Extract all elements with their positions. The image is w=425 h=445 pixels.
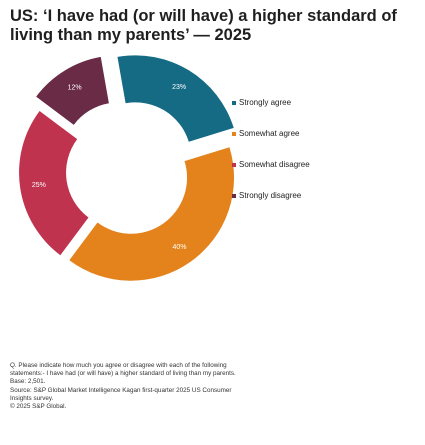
- legend-swatch: [232, 193, 236, 198]
- legend-item-somewhat-agree: Somewhat agree: [232, 129, 299, 138]
- legend-item-strongly-disagree: Strongly disagree: [232, 191, 301, 200]
- chart-footnotes: Q. Please indicate how much you agree or…: [10, 362, 415, 411]
- legend-swatch: [232, 162, 236, 167]
- donut-slice-strongly-agree: [117, 55, 234, 142]
- slice-label: 23%: [172, 84, 186, 91]
- donut-chart: 23% 40% 25% 12%: [19, 55, 235, 281]
- legend-label: Somewhat disagree: [239, 160, 310, 169]
- donut-slice-strongly-disagree: [36, 56, 109, 125]
- footnote-source-2: Insights survey.: [10, 394, 54, 402]
- footnote-question: Q. Please indicate how much you agree or…: [10, 362, 227, 369]
- footnote-source-1: Source: S&P Global Market Intelligence K…: [10, 386, 232, 394]
- footnote-copyright: © 2025 S&P Global.: [10, 403, 67, 411]
- legend-label: Somewhat agree: [239, 129, 300, 138]
- legend-label: Strongly disagree: [239, 191, 302, 200]
- footnote-statement: statements:- I have had (or will have) a…: [10, 370, 236, 378]
- slice-label: 25%: [32, 182, 46, 189]
- legend-item-strongly-agree: Strongly agree: [232, 98, 291, 107]
- slice-label: 40%: [172, 244, 186, 251]
- legend-item-somewhat-disagree: Somewhat disagree: [232, 160, 310, 169]
- legend-swatch: [232, 131, 236, 136]
- legend-label: Strongly agree: [239, 98, 292, 107]
- donut-slice-somewhat-disagree: [19, 111, 89, 256]
- footnote-base: Base: 2,501.: [10, 378, 46, 386]
- donut-slice-somewhat-agree: [69, 147, 235, 281]
- slice-label: 12%: [68, 84, 82, 91]
- chart-title: US: ‘I have had (or will have) a higher …: [10, 7, 397, 44]
- legend-swatch: [232, 100, 236, 105]
